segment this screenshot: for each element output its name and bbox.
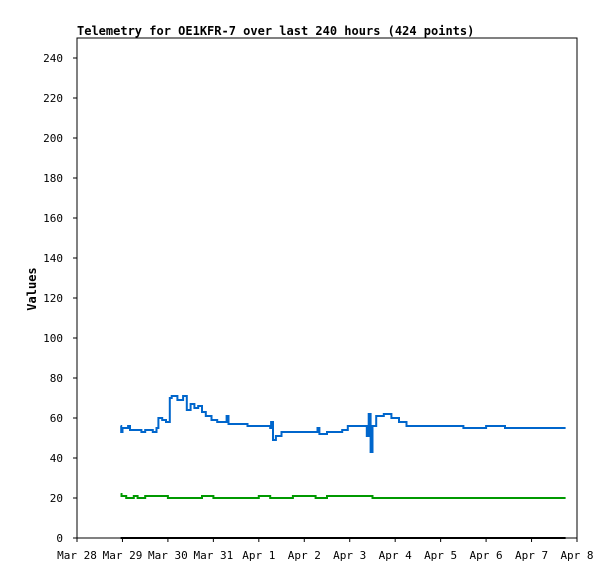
x-tick-label: Apr 1 xyxy=(242,549,275,562)
y-tick-label: 120 xyxy=(43,292,63,305)
series-group xyxy=(120,395,566,539)
y-tick-label: 80 xyxy=(50,372,63,385)
y-tick-label: 0 xyxy=(56,532,63,545)
x-tick-label: Mar 31 xyxy=(193,549,233,562)
y-axis-label: Values xyxy=(25,267,39,310)
plot-frame xyxy=(76,37,578,539)
y-tick-label: 60 xyxy=(50,412,63,425)
x-tick-label: Apr 6 xyxy=(470,549,503,562)
y-tick-label: 20 xyxy=(50,492,63,505)
y-tick-label: 160 xyxy=(43,212,63,225)
y-tick-label: 220 xyxy=(43,92,63,105)
x-tick-label: Apr 7 xyxy=(515,549,548,562)
y-tick-label: 180 xyxy=(43,172,63,185)
x-tick-label: Mar 30 xyxy=(148,549,188,562)
x-tick-label: Apr 8 xyxy=(560,549,593,562)
x-tick-label: Apr 2 xyxy=(288,549,321,562)
y-tick-label: 240 xyxy=(43,52,63,65)
y-tick-label: 40 xyxy=(50,452,63,465)
series-line-2 xyxy=(120,493,566,499)
y-tick-label: 140 xyxy=(43,252,63,265)
x-tick-label: Apr 3 xyxy=(333,549,366,562)
y-tick-label: 100 xyxy=(43,332,63,345)
x-tick-label: Mar 28 xyxy=(57,549,97,562)
x-tick-label: Mar 29 xyxy=(103,549,143,562)
series-line-1 xyxy=(120,395,566,453)
y-tick-label: 200 xyxy=(43,132,63,145)
chart-title: Telemetry for OE1KFR-7 over last 240 hou… xyxy=(77,24,474,38)
x-tick-label: Apr 4 xyxy=(379,549,412,562)
x-axis: Mar 28 Mar 29 Mar 30 Mar 31 Apr 1 Apr 2 Apr 3 A… xyxy=(57,538,594,562)
y-axis: 0 20 40 60 80 100 120 140 160 180 200 220 240 xyxy=(43,52,77,545)
x-tick-label: Apr 5 xyxy=(424,549,457,562)
